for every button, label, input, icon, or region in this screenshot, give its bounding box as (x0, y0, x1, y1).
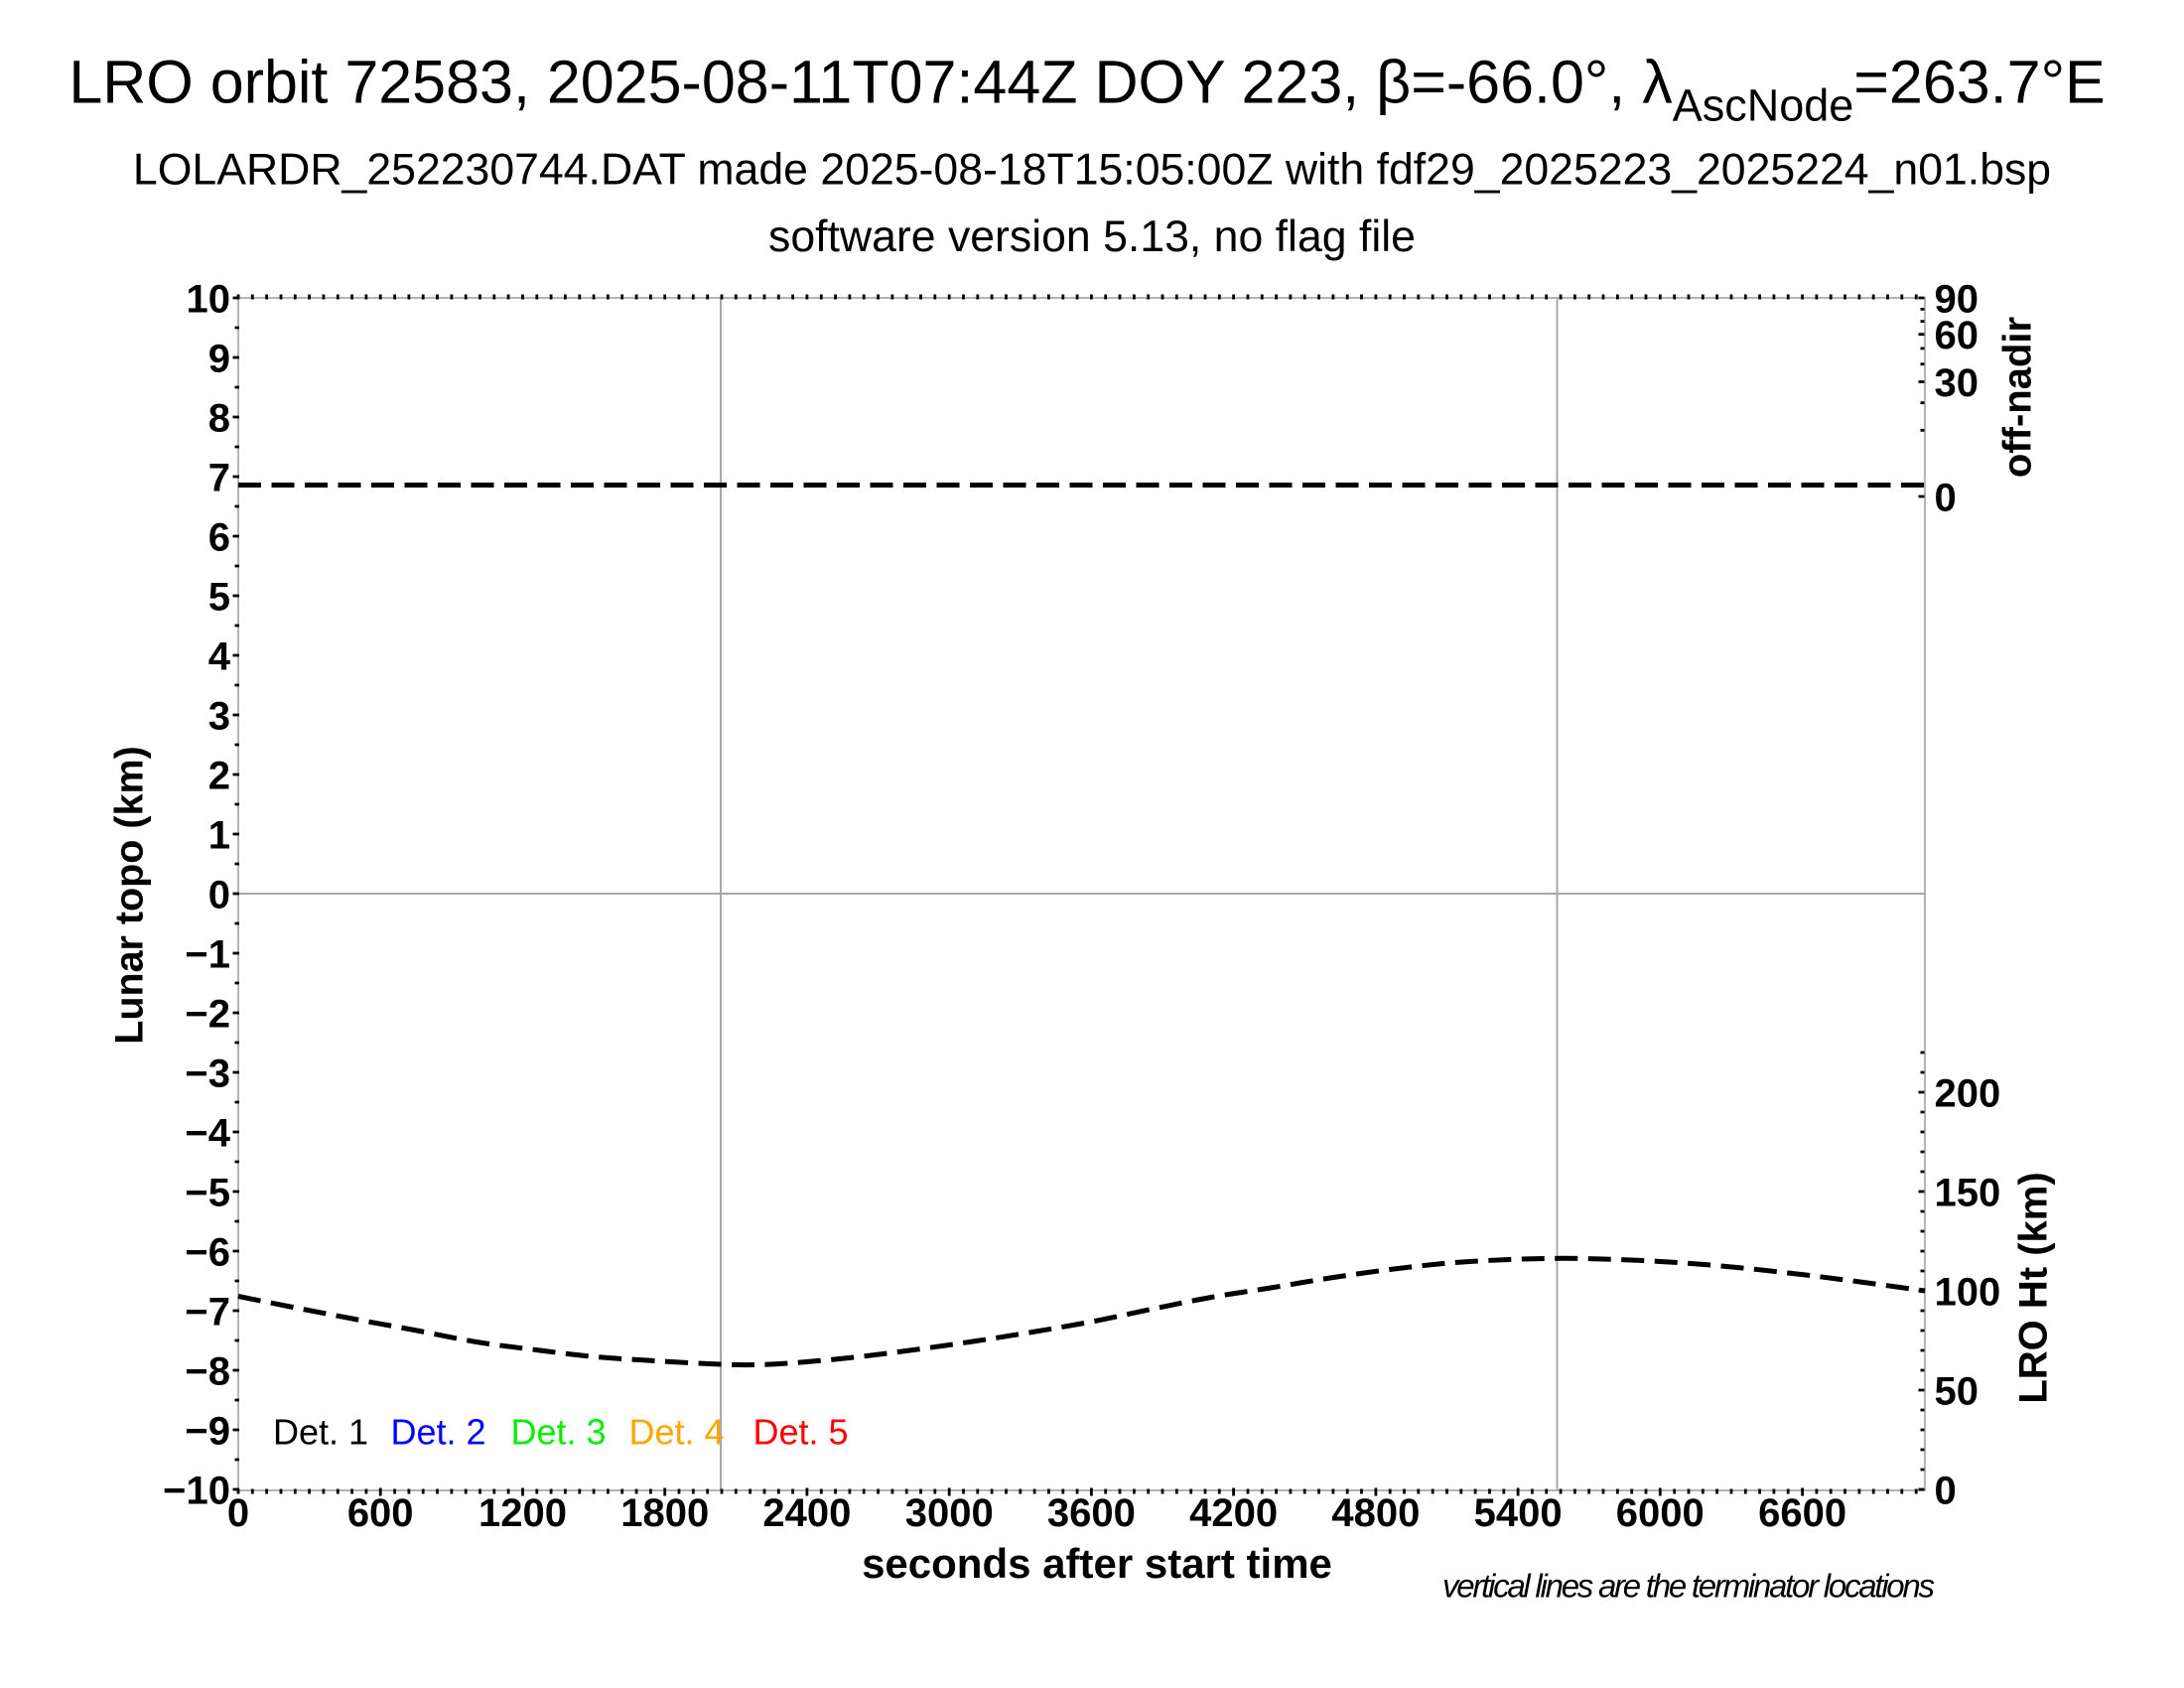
svg-text:3: 3 (208, 695, 230, 739)
svg-text:2400: 2400 (762, 1491, 851, 1535)
svg-text:Det. 1: Det. 1 (273, 1412, 368, 1453)
svg-text:−9: −9 (185, 1410, 230, 1454)
svg-text:5: 5 (208, 576, 230, 620)
svg-text:−8: −8 (185, 1350, 230, 1394)
svg-text:−7: −7 (185, 1291, 230, 1335)
svg-text:60: 60 (1935, 314, 1979, 357)
svg-text:6: 6 (208, 516, 230, 560)
svg-text:150: 150 (1935, 1172, 2001, 1215)
svg-text:vertical lines are the termina: vertical lines are the terminator locati… (1442, 1568, 1935, 1605)
svg-text:6600: 6600 (1758, 1491, 1846, 1535)
svg-text:4200: 4200 (1189, 1491, 1278, 1535)
svg-text:1: 1 (208, 814, 230, 858)
svg-text:seconds after start time: seconds after start time (862, 1540, 1332, 1587)
svg-text:9: 9 (208, 338, 230, 381)
svg-text:8: 8 (208, 397, 230, 441)
svg-text:−6: −6 (185, 1231, 230, 1275)
svg-text:10: 10 (187, 278, 231, 322)
svg-text:0: 0 (227, 1491, 249, 1535)
svg-text:200: 200 (1935, 1072, 2001, 1116)
svg-text:Det. 5: Det. 5 (753, 1412, 849, 1453)
svg-text:LRO orbit 72583, 2025-08-11T07: LRO orbit 72583, 2025-08-11T07:44Z DOY 2… (68, 49, 2105, 131)
svg-text:−2: −2 (185, 993, 230, 1037)
svg-text:4800: 4800 (1331, 1491, 1420, 1535)
svg-text:1800: 1800 (620, 1491, 709, 1535)
svg-text:LOLARDR_252230744.DAT made 202: LOLARDR_252230744.DAT made 2025-08-18T15… (133, 146, 2051, 195)
svg-text:50: 50 (1935, 1370, 1979, 1414)
svg-text:7: 7 (208, 457, 230, 500)
svg-text:−10: −10 (163, 1470, 230, 1513)
svg-text:Det. 4: Det. 4 (629, 1412, 725, 1453)
svg-text:Det. 3: Det. 3 (511, 1412, 607, 1453)
svg-text:−3: −3 (185, 1053, 230, 1096)
svg-text:−5: −5 (185, 1172, 230, 1215)
svg-text:100: 100 (1935, 1271, 2001, 1315)
svg-text:3600: 3600 (1047, 1491, 1136, 1535)
svg-text:−1: −1 (185, 933, 230, 977)
svg-text:Lunar topo (km): Lunar topo (km) (108, 746, 152, 1045)
svg-text:3000: 3000 (905, 1491, 994, 1535)
svg-text:LRO Ht (km): LRO Ht (km) (2012, 1172, 2056, 1403)
svg-text:2: 2 (208, 755, 230, 798)
svg-text:6000: 6000 (1616, 1491, 1705, 1535)
svg-text:4: 4 (208, 635, 231, 679)
svg-text:Det. 2: Det. 2 (391, 1412, 486, 1453)
svg-text:0: 0 (1935, 1470, 1957, 1513)
svg-text:off-nadir: off-nadir (1996, 317, 2040, 478)
svg-text:−4: −4 (185, 1112, 230, 1156)
svg-text:0: 0 (1935, 477, 1957, 520)
svg-text:600: 600 (347, 1491, 414, 1535)
svg-text:software version 5.13, no flag: software version 5.13, no flag file (768, 212, 1416, 261)
svg-text:5400: 5400 (1474, 1491, 1563, 1535)
svg-text:30: 30 (1935, 361, 1979, 405)
svg-text:90: 90 (1935, 278, 1979, 322)
svg-text:0: 0 (208, 874, 230, 917)
svg-text:1200: 1200 (478, 1491, 567, 1535)
